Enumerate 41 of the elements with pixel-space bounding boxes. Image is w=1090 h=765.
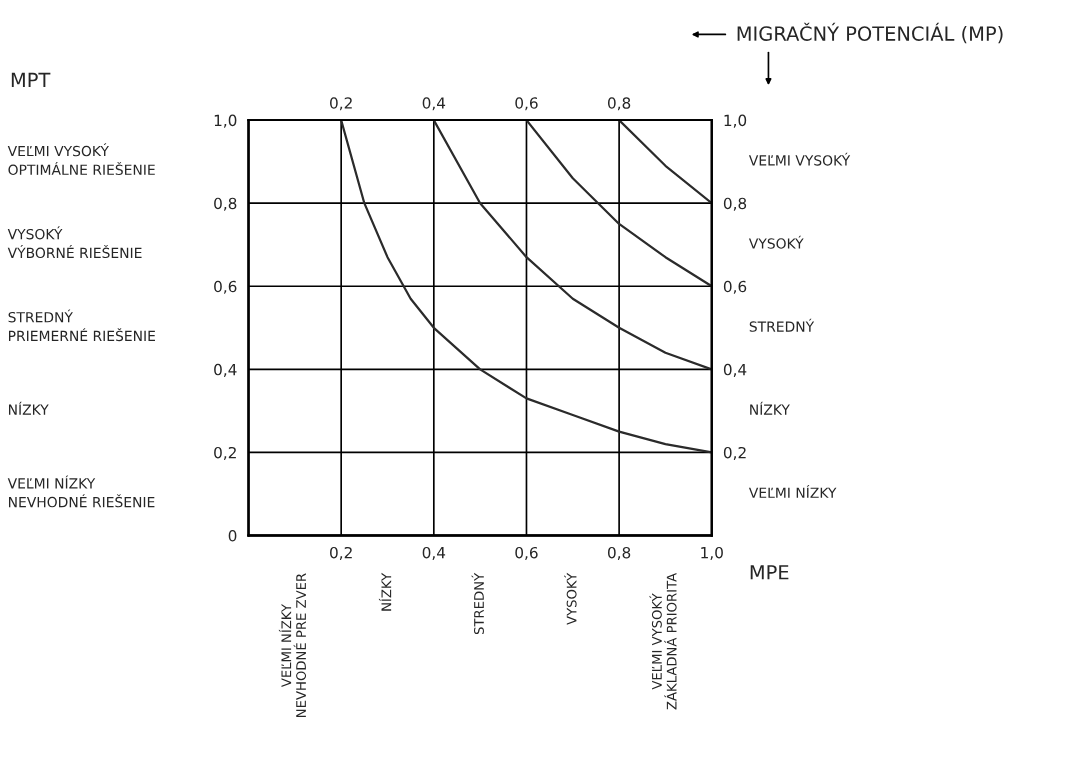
- x-axis-title: MPE: [750, 565, 789, 580]
- text: NÍZKY: [378, 572, 392, 611]
- text: VEĽMI NÍZKY NEVHODNÉ PRE ZVER: [278, 573, 307, 717]
- y2-tick-label: 0,2: [723, 446, 746, 460]
- line-series: [525, 120, 712, 288]
- text: VEĽMI NÍZKY NEVHODNÉ RIEŠENIE: [7, 475, 155, 508]
- y-tick-label: 0,2: [214, 446, 236, 460]
- text: VEĽMI VYSOKÝ: [748, 152, 851, 166]
- y2-tick-label: 0,4: [723, 363, 747, 377]
- x2-tick-label: 0,4: [422, 97, 446, 111]
- y-tick-label: 0,4: [214, 363, 237, 377]
- text: VEĽMI VYSOKÝ ZÁKLADNÁ PRIORITA: [649, 573, 677, 710]
- y-tick-label: 0,8: [214, 197, 237, 211]
- y-tick-label: 0: [228, 529, 237, 542]
- y2-tick-label: 0,8: [723, 197, 747, 211]
- text: VYSOKÝ: [748, 235, 804, 249]
- y2-tick-label: 1,0: [724, 114, 747, 128]
- text: MIGRAČNÝ POTENCIÁL (MP): [737, 22, 1003, 44]
- x2-tick-label: 0,8: [607, 97, 631, 111]
- x2-tick-label: 0,2: [330, 97, 352, 111]
- x-tick-label: 0,2: [330, 546, 352, 560]
- text: VEĽMI VYSOKÝ OPTIMÁLNE RIEŠENIE: [7, 143, 155, 176]
- x-tick-label: 0,4: [422, 546, 446, 560]
- text: VEĽMI NÍZKY: [748, 484, 837, 498]
- x2-tick-label: 0,6: [515, 97, 538, 111]
- text: MPT: [11, 72, 51, 87]
- line-series: [432, 120, 712, 371]
- line-series: [340, 120, 712, 454]
- y-tick-label: 1,0: [214, 114, 237, 128]
- x-tick-label: 0,6: [515, 546, 538, 560]
- text: NÍZKY: [750, 401, 790, 415]
- text: NÍZKY: [8, 401, 49, 415]
- y2-tick-label: 0,6: [723, 280, 747, 294]
- y-tick-label: 0,6: [214, 280, 237, 294]
- text: VYSOKÝ VÝBORNÉ RIEŠENIE: [7, 226, 142, 259]
- text: STREDNÝ: [749, 318, 815, 332]
- text: STREDNÝ PRIEMERNÉ RIEŠENIE: [8, 309, 155, 342]
- x-tick-label: 0,8: [607, 546, 631, 560]
- x-tick-label: 1,0: [701, 546, 723, 560]
- text: VYSOKÝ: [564, 572, 577, 625]
- text: STREDNÝ: [471, 572, 484, 635]
